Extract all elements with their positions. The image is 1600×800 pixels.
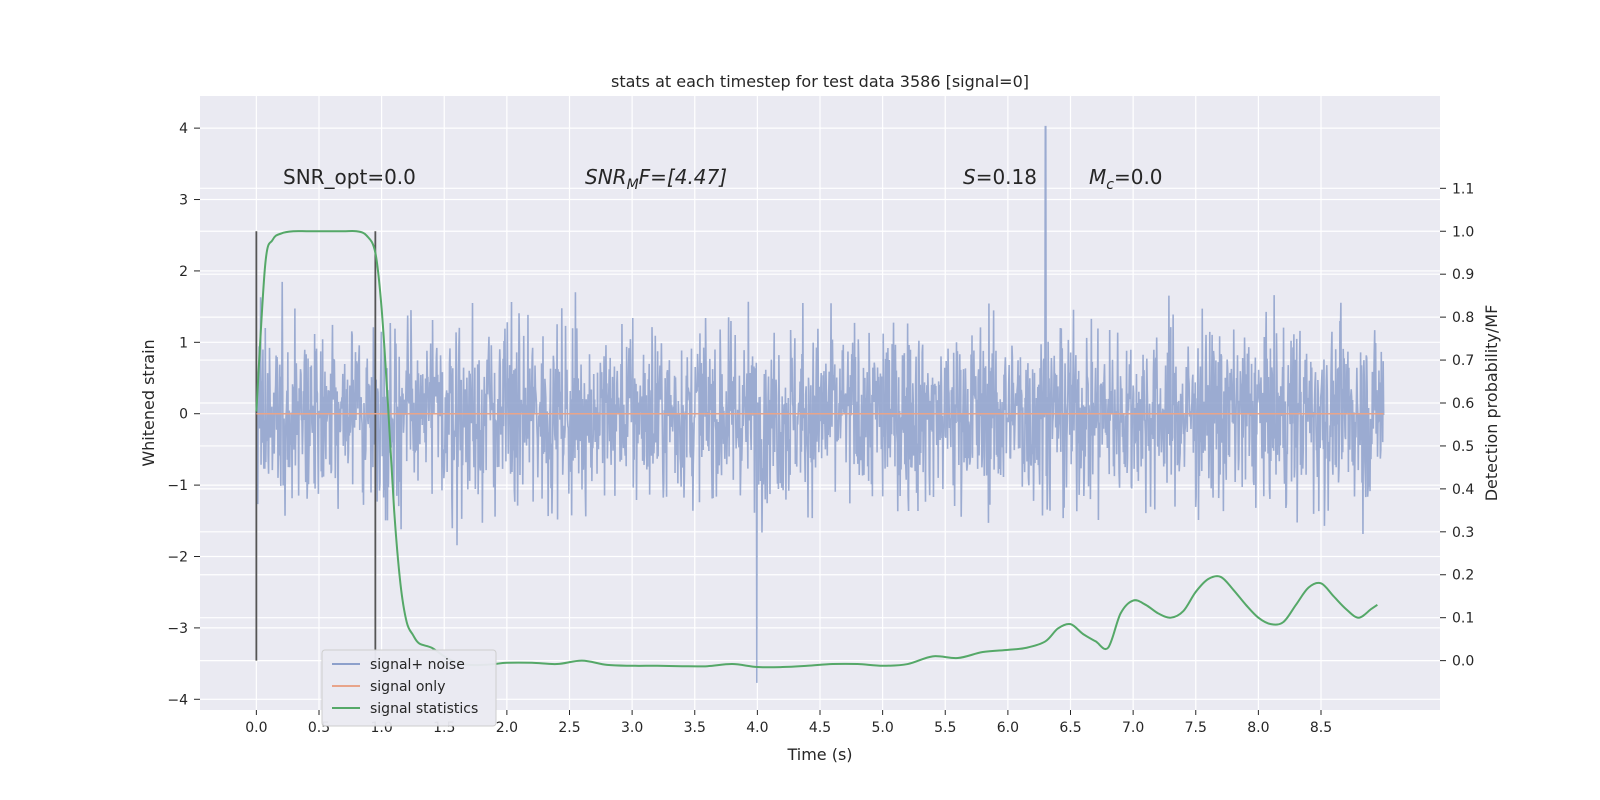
- x-tick-label: 8.0: [1247, 720, 1269, 736]
- annotation-s: S=0.18: [963, 165, 1037, 189]
- y-tick-label: 0: [179, 407, 188, 423]
- y-tick-label: 4: [179, 121, 188, 137]
- x-tick-label: 7.5: [1185, 720, 1207, 736]
- x-tick-label: 5.5: [934, 720, 956, 736]
- y2-axis-label: Detection probability/MF: [1482, 305, 1501, 502]
- x-tick-label: 4.0: [746, 720, 768, 736]
- series-line-signal-noise: [255, 125, 1385, 683]
- legend-label-signal-statistics: signal statistics: [370, 701, 478, 717]
- legend: signal+ noise signal only signal statist…: [321, 649, 497, 727]
- y-tick-label: −3: [167, 621, 188, 637]
- annotation-s-rest: =0.18: [976, 165, 1037, 189]
- annotation-mc-sub: c: [1106, 177, 1114, 193]
- y2-tick-label: 0.8: [1452, 310, 1474, 326]
- x-tick-label: 2.0: [496, 720, 518, 736]
- annotation-snr-mf: SNRMF=[4.47]: [585, 165, 727, 193]
- x-tick-label: 2.5: [558, 720, 580, 736]
- y2-tick-label: 0.4: [1452, 482, 1474, 498]
- annotation-snr-mf-rest: F=[4.47]: [639, 165, 727, 189]
- x-tick-label: 3.0: [621, 720, 643, 736]
- y-tick-label: −2: [167, 550, 188, 566]
- annotation-snr-opt: SNR_opt=0.0: [283, 165, 416, 189]
- x-tick-label: 3.5: [684, 720, 706, 736]
- annotation-s-base: S: [963, 165, 976, 189]
- y-tick-label: 1: [179, 335, 188, 351]
- y2-tick-label: 0.2: [1452, 568, 1474, 584]
- y-tick-label: −4: [167, 692, 188, 708]
- y2-tick-label: 0.0: [1452, 654, 1474, 670]
- x-tick-label: 5.0: [871, 720, 893, 736]
- x-tick-label: 7.0: [1122, 720, 1144, 736]
- signal-statistics-series: [255, 229, 1378, 669]
- y-tick-label: 2: [179, 264, 188, 280]
- legend-box: [321, 649, 497, 727]
- y2-tick-label: 1.1: [1452, 181, 1474, 197]
- y2-tick-label: 0.1: [1452, 611, 1474, 627]
- series-line-signal-statistics: [255, 229, 1378, 669]
- x-tick-label: 8.5: [1310, 720, 1332, 736]
- y2-tick-label: 0.6: [1452, 396, 1474, 412]
- annotation-snr-mf-sub: M: [627, 177, 639, 193]
- annotation-snr-mf-base: SNR: [585, 165, 627, 189]
- x-tick-label: 4.5: [809, 720, 831, 736]
- y2-axis-ticks: 1.1 1.0 0.9 0.8 0.7 0.6 0.5 0.4 0.3 0.2 0.1 0.0: [1440, 181, 1474, 670]
- x-axis-label: Time (s): [786, 745, 852, 764]
- x-tick-label: 6.0: [997, 720, 1019, 736]
- chart-title: stats at each timestep for test data 358…: [611, 72, 1029, 91]
- x-tick-label: 6.5: [1059, 720, 1081, 736]
- y2-tick-label: 0.7: [1452, 353, 1474, 369]
- y2-tick-label: 0.3: [1452, 525, 1474, 541]
- y2-tick-label: 0.5: [1452, 439, 1474, 455]
- x-tick-label: 0.0: [245, 720, 267, 736]
- signal-noise-series: [255, 125, 1385, 683]
- y-axis-label: Whitened strain: [139, 339, 158, 466]
- y2-tick-label: 1.0: [1452, 224, 1474, 240]
- legend-label-signal-only: signal only: [370, 679, 445, 695]
- annotation-mc-base: M: [1089, 165, 1106, 189]
- y-tick-label: 3: [179, 193, 188, 209]
- legend-label-signal-noise: signal+ noise: [370, 657, 465, 673]
- annotation-mc-rest: =0.0: [1114, 165, 1163, 189]
- y-tick-label: −1: [167, 478, 188, 494]
- y-axis-ticks: 4 3 2 1 0 −1 −2 −3 −4: [167, 121, 200, 708]
- y2-tick-label: 0.9: [1452, 267, 1474, 283]
- annotation-mc: Mc=0.0: [1089, 165, 1163, 193]
- x-axis-ticks: 0.0 0.5 1.0 1.5 2.0 2.5 3.0 3.5 4.0 4.5 5.0 5.5 6.0 6…: [245, 710, 1332, 736]
- window-markers: [255, 231, 377, 661]
